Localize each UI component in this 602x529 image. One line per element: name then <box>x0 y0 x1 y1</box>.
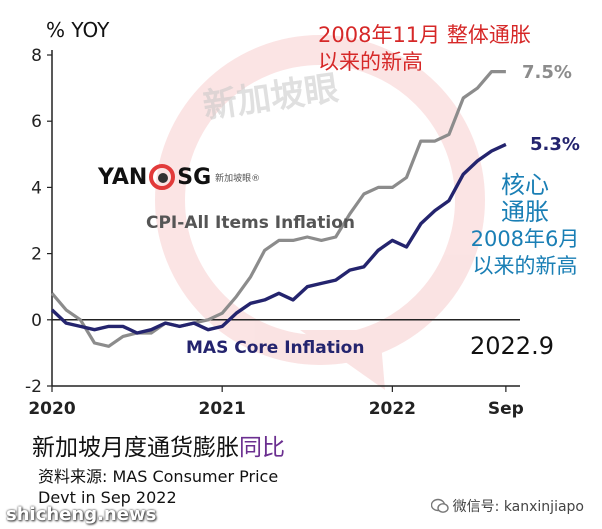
core-end-label: 5.3% <box>530 134 580 155</box>
x-tick-label: 2021 <box>199 399 246 419</box>
core-line-4: 以来的新高 <box>472 254 578 278</box>
mas-core-line <box>50 142 507 335</box>
headline-line-2: 以来的新高 <box>318 50 423 74</box>
y-tick-label: 0 <box>31 311 42 331</box>
core-series-label: MAS Core Inflation <box>186 338 365 358</box>
x-tick-label: Sep <box>488 399 524 419</box>
logo-text-left: YAN <box>98 164 148 190</box>
logo-text-right: SG <box>177 164 212 190</box>
cpi-series-label: CPI-All Items Inflation <box>146 213 356 233</box>
cpi-end-label: 7.5% <box>522 62 572 83</box>
core-line-1: 核心 <box>501 171 549 199</box>
x-tick-label: 2020 <box>28 399 75 419</box>
site-watermark: shicheng.news <box>6 504 157 525</box>
source-line-1: 资料来源: MAS Consumer Price <box>38 467 279 486</box>
y-tick-label: 4 <box>31 178 42 198</box>
wechat-icon <box>430 498 449 513</box>
wechat-text: 微信号: kanxinjiapo <box>452 499 584 515</box>
headline-annotation: 2008年11月 整体通胀 以来的新高 <box>318 22 531 76</box>
y-tick-label: 6 <box>31 112 42 132</box>
subtitle-main: 新加坡月度通货膨胀 <box>32 435 239 461</box>
core-line-2: 通胀 <box>501 198 549 226</box>
source-note: 资料来源: MAS Consumer Price Devt in Sep 202… <box>38 466 278 508</box>
date-label: 2022.9 <box>470 332 554 360</box>
magnifier-icon <box>149 164 176 190</box>
subtitle-accent: 同比 <box>239 435 285 461</box>
core-line-3: 2008年6月 <box>470 227 580 251</box>
y-tick-label: -2 <box>25 377 42 397</box>
yansg-logo: YAN SG 新加坡眼® <box>98 164 260 190</box>
logo-subtext: 新加坡眼® <box>215 173 261 184</box>
background-watermark <box>155 35 485 390</box>
cpi-all-items-line <box>50 69 506 348</box>
y-axis-unit-label: % YOY <box>46 18 110 42</box>
series-layer <box>50 69 507 348</box>
source-line-2: Devt in Sep 2022 <box>38 488 177 507</box>
y-tick-label: 8 <box>31 46 42 66</box>
y-tick-label: 2 <box>31 245 42 265</box>
wechat-id: 微信号: kanxinjiapo <box>430 496 584 516</box>
x-tick-label: 2022 <box>369 399 416 419</box>
axes: -2 0 2 4 6 8 2020 2021 2022 Sep <box>25 46 524 419</box>
chart-subtitle: 新加坡月度通货膨胀同比 <box>32 428 285 462</box>
headline-line-1: 2008年11月 整体通胀 <box>318 23 531 47</box>
core-annotation: 核心 通胀 2008年6月 以来的新高 <box>464 172 586 280</box>
